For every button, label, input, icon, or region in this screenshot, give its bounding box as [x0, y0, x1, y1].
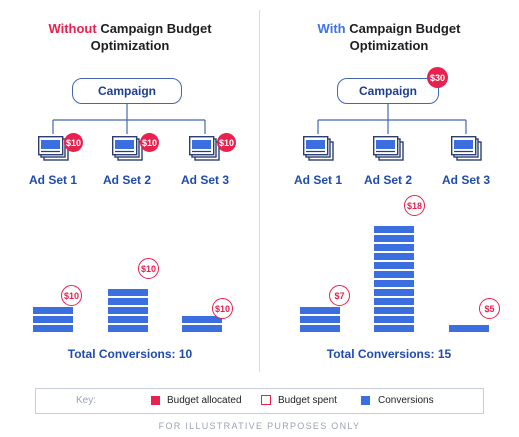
- ad-set-budget-badge: $10: [140, 133, 159, 152]
- budget-spent: $5: [484, 303, 495, 314]
- ad-set-budget: $10: [65, 137, 82, 148]
- key-legend: Key: Budget allocated Budget spent Conve…: [35, 388, 484, 414]
- ad-set-budget: $10: [141, 137, 158, 148]
- ad-set-label: Ad Set 3: [441, 173, 490, 187]
- panel-divider: [259, 10, 260, 372]
- right-title-rest: Campaign Budget: [345, 21, 461, 36]
- conversion-segment: [374, 280, 414, 287]
- conversion-bar: [449, 325, 489, 334]
- budget-spent: $10: [214, 303, 231, 314]
- conversion-segment: [374, 298, 414, 305]
- right-campaign-budget-badge: $30: [427, 67, 448, 88]
- ad-set-budget: $10: [218, 137, 235, 148]
- conversion-segment: [374, 289, 414, 296]
- right-title-line2: Optimization: [349, 38, 429, 53]
- conversion-segment: [108, 307, 148, 314]
- left-title-line2: Optimization: [90, 38, 170, 53]
- conversion-segment: [374, 253, 414, 260]
- budget-spent-badge: $18: [404, 195, 425, 216]
- key-label: Conversions: [378, 395, 434, 406]
- right-title-highlight: With: [317, 21, 346, 36]
- conversion-segment: [108, 325, 148, 332]
- right-campaign-budget: $30: [429, 72, 446, 83]
- ad-set-label: Ad Set 1: [293, 173, 342, 187]
- conversion-bar: [108, 289, 148, 334]
- budget-spent-swatch: [261, 395, 271, 405]
- conversion-segment: [374, 316, 414, 323]
- budget-spent: $18: [406, 200, 423, 211]
- ad-set-icon: [302, 135, 335, 167]
- conversion-segment: [33, 325, 73, 332]
- conversion-segment: [108, 316, 148, 323]
- conversion-segment: [449, 325, 489, 332]
- ad-set-icon: [372, 135, 405, 167]
- ad-set-icon: [188, 135, 221, 167]
- budget-spent-badge: $10: [212, 298, 233, 319]
- conversion-segment: [374, 307, 414, 314]
- budget-spent: $10: [63, 290, 80, 301]
- left-campaign-box: Campaign: [72, 78, 182, 104]
- right-title: With Campaign Budget Optimization: [269, 20, 509, 54]
- conversion-segment: [374, 235, 414, 242]
- left-title: Without Campaign Budget Optimization: [10, 20, 250, 54]
- conversion-segment: [374, 244, 414, 251]
- budget-spent-badge: $10: [61, 285, 82, 306]
- ad-set-label: Ad Set 2: [102, 173, 151, 187]
- conversion-bar: [33, 307, 73, 334]
- right-total-conversions: Total Conversions: 15: [326, 347, 452, 361]
- left-campaign-label: Campaign: [97, 84, 156, 98]
- conversion-segment: [108, 289, 148, 296]
- budget-spent-badge: $5: [479, 298, 500, 319]
- ad-set-label: Ad Set 1: [28, 173, 77, 187]
- conversion-segment: [300, 316, 340, 323]
- conversion-segment: [33, 307, 73, 314]
- conversion-bar: [374, 226, 414, 334]
- right-campaign-box: Campaign: [337, 78, 439, 104]
- ad-set-budget-badge: $10: [64, 133, 83, 152]
- key-label: Budget spent: [278, 395, 337, 406]
- ad-set-label: Ad Set 3: [180, 173, 229, 187]
- conversion-segment: [300, 307, 340, 314]
- conversion-segment: [374, 271, 414, 278]
- key-label: Budget allocated: [167, 395, 242, 406]
- left-title-rest: Campaign Budget: [96, 21, 212, 36]
- conversion-segment: [33, 316, 73, 323]
- conversion-segment: [182, 316, 222, 323]
- ad-set-icon: [111, 135, 144, 167]
- conversion-segment: [108, 298, 148, 305]
- ad-set-budget-badge: $10: [217, 133, 236, 152]
- conversions-swatch: [361, 396, 370, 405]
- budget-spent: $7: [334, 290, 345, 301]
- conversion-segment: [182, 325, 222, 332]
- ad-set-icon: [450, 135, 483, 167]
- conversion-segment: [374, 262, 414, 269]
- ad-set-label: Ad Set 2: [363, 173, 412, 187]
- key-title: Key:: [76, 395, 97, 406]
- right-campaign-label: Campaign: [358, 84, 417, 98]
- conversion-segment: [374, 226, 414, 233]
- conversion-segment: [300, 325, 340, 332]
- footer-note: FOR ILLUSTRATIVE PURPOSES ONLY: [158, 421, 361, 431]
- conversion-bar: [182, 316, 222, 334]
- ad-set-icon: [37, 135, 70, 167]
- left-title-highlight: Without: [48, 21, 97, 36]
- budget-spent-badge: $10: [138, 258, 159, 279]
- budget-spent: $10: [140, 263, 157, 274]
- conversion-bar: [300, 307, 340, 334]
- left-total-conversions: Total Conversions: 10: [67, 347, 193, 361]
- budget-allocated-swatch: [151, 396, 160, 405]
- budget-spent-badge: $7: [329, 285, 350, 306]
- conversion-segment: [374, 325, 414, 332]
